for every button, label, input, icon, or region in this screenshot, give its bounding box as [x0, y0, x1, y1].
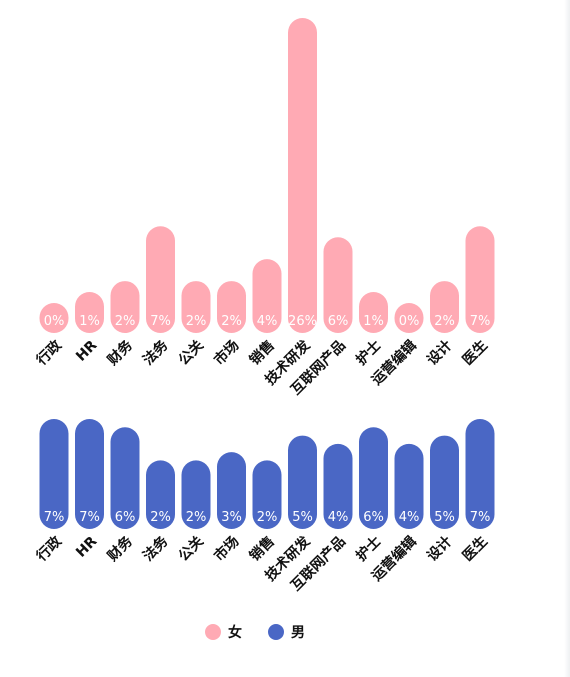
female-category-label-3: 法务	[140, 336, 173, 369]
male-bar-11[interactable]	[430, 435, 459, 529]
female-bar-12[interactable]	[465, 226, 495, 333]
female-bar-11[interactable]	[430, 281, 459, 333]
male-bar-12[interactable]	[465, 419, 495, 529]
legend-dot-female	[205, 624, 221, 640]
male-value-label-1: 7%	[79, 510, 100, 525]
female-category-label-6: 销售	[246, 337, 278, 369]
male-series: 7% 7% 6% 2% 2% 3% 2% 5% 4% 6% 4% 5% 7%	[39, 419, 495, 529]
female-value-label-6: 4%	[257, 314, 278, 329]
male-category-label-5: 市场	[211, 533, 243, 565]
female-bar-5[interactable]	[217, 281, 246, 333]
female-value-label-2: 2%	[115, 314, 136, 329]
female-category-label-1: HR	[73, 337, 100, 364]
female-value-label-9: 1%	[363, 314, 384, 329]
female-bar-6[interactable]	[252, 259, 282, 333]
female-bar-4[interactable]	[181, 281, 211, 333]
male-bar-10[interactable]	[394, 443, 424, 529]
male-bar-1[interactable]	[75, 419, 104, 529]
legend-item-male[interactable]: 男	[268, 622, 305, 642]
female-category-label-5: 市场	[211, 337, 243, 369]
male-bar-4[interactable]	[181, 460, 211, 529]
legend-dot-male	[268, 624, 284, 640]
male-value-label-3: 2%	[150, 510, 171, 525]
male-bar-7[interactable]	[288, 435, 317, 529]
male-category-label-6: 销售	[246, 533, 278, 565]
male-value-label-4: 2%	[186, 510, 207, 525]
male-category-label-12: 医生	[459, 533, 491, 565]
female-category-label-11: 设计	[424, 337, 456, 369]
female-bar-9[interactable]	[359, 292, 388, 333]
male-category-label-1: HR	[73, 533, 100, 560]
male-value-label-9: 6%	[363, 510, 384, 525]
male-bar-9[interactable]	[359, 427, 388, 529]
female-value-label-3: 7%	[150, 314, 171, 329]
female-category-label-9: 护士	[353, 337, 385, 369]
male-value-label-6: 2%	[257, 510, 278, 525]
female-value-label-8: 6%	[328, 314, 349, 329]
female-value-label-11: 2%	[434, 314, 455, 329]
female-bar-3[interactable]	[146, 226, 175, 333]
female-value-label-1: 1%	[79, 314, 100, 329]
male-bar-3[interactable]	[146, 460, 175, 529]
female-series: 0% 1% 2% 7% 2% 2% 4% 26% 6% 1% 0% 2% 7%	[39, 18, 495, 333]
male-bar-6[interactable]	[252, 460, 282, 529]
legend-item-female[interactable]: 女	[205, 622, 242, 642]
male-value-label-2: 6%	[115, 510, 136, 525]
male-value-label-10: 4%	[399, 510, 420, 525]
female-category-label-2: 财务	[103, 336, 136, 369]
male-value-label-11: 5%	[434, 510, 455, 525]
female-bar-10[interactable]	[394, 303, 424, 333]
male-value-label-12: 7%	[470, 510, 491, 525]
female-category-label-0: 行政	[32, 336, 65, 369]
female-value-label-10: 0%	[399, 314, 420, 329]
female-bar-1[interactable]	[75, 292, 104, 333]
female-value-label-4: 2%	[186, 314, 207, 329]
female-value-label-5: 2%	[221, 314, 242, 329]
male-value-label-0: 7%	[44, 510, 65, 525]
female-bar-2[interactable]	[110, 281, 140, 333]
male-bar-2[interactable]	[110, 427, 140, 529]
male-value-label-5: 3%	[221, 510, 242, 525]
male-category-label-0: 行政	[32, 532, 65, 565]
female-value-label-7: 26%	[288, 314, 317, 329]
male-value-label-8: 4%	[328, 510, 349, 525]
scroll-edge	[564, 0, 570, 677]
male-category-label-4: 公关	[175, 533, 207, 565]
legend-label-male: 男	[291, 625, 305, 641]
female-bar-8[interactable]	[323, 237, 353, 333]
female-category-label-12: 医生	[459, 337, 491, 369]
female-category-label-4: 公关	[175, 337, 207, 369]
male-category-label-9: 护士	[353, 533, 385, 565]
male-category-label-3: 法务	[140, 532, 173, 565]
female-bar-7[interactable]	[288, 18, 317, 333]
male-category-label-2: 财务	[103, 532, 136, 565]
legend-label-female: 女	[228, 625, 242, 641]
male-bar-0[interactable]	[39, 419, 69, 529]
male-bar-8[interactable]	[323, 443, 353, 529]
female-bar-0[interactable]	[39, 303, 69, 333]
female-value-label-0: 0%	[44, 314, 65, 329]
chart-legend: 女 男	[205, 622, 331, 642]
male-category-label-11: 设计	[424, 533, 456, 565]
male-bar-5[interactable]	[217, 452, 246, 529]
male-value-label-7: 5%	[292, 510, 313, 525]
female-value-label-12: 7%	[470, 314, 491, 329]
